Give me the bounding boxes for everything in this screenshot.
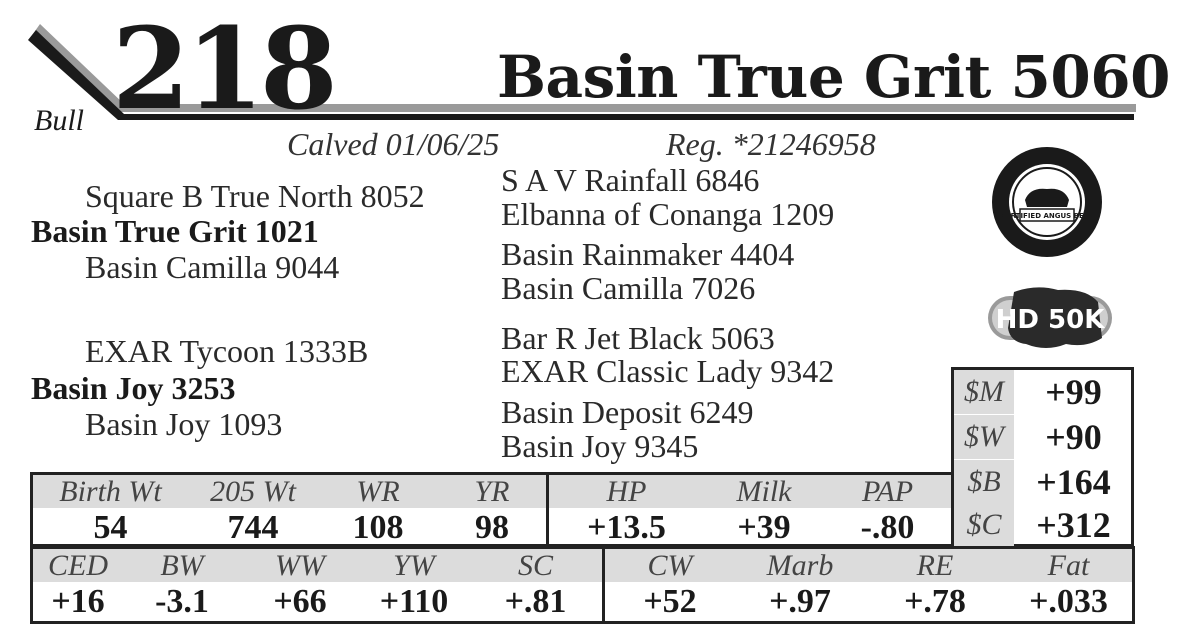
dollar-label: $B <box>954 460 1014 504</box>
sire-sire: Square B True North 8052 <box>85 178 425 214</box>
maternal-header: PAP <box>824 475 951 508</box>
growth-epd-value: -3.1 <box>155 583 209 620</box>
growth-epd-value: +.81 <box>504 583 567 620</box>
calved-date: Calved 01/06/25 <box>287 126 500 162</box>
sire-sire-dam: Elbanna of Conanga 1209 <box>501 196 835 232</box>
dam-dam: Basin Joy 1093 <box>85 406 283 442</box>
carcass-epd-header: RE <box>865 549 1005 582</box>
performance-table: Birth Wt 205 Wt WR YR 54 744 108 98 <box>33 475 546 548</box>
performance-header: WR <box>318 475 438 508</box>
carcass-epd-header: Fat <box>1005 549 1132 582</box>
sire-dam-sire: Basin Rainmaker 4404 <box>501 236 795 272</box>
dollar-label: $C <box>954 503 1014 547</box>
performance-header: YR <box>438 475 546 508</box>
dollar-label: $M <box>954 370 1014 414</box>
sire: Basin True Grit 1021 <box>31 213 319 249</box>
maternal-value: +13.5 <box>587 509 666 546</box>
growth-epd-header: CED <box>33 549 123 582</box>
performance-header: 205 Wt <box>188 475 318 508</box>
dollar-value: +90 <box>1045 417 1102 457</box>
maternal-value: -.80 <box>860 509 915 546</box>
animal-name: Basin True Grit 5060 <box>497 43 1170 111</box>
growth-epd-table: CED BW WW YW SC +16 -3.1 +66 +110 +.81 <box>33 549 602 622</box>
dollar-label: $W <box>954 415 1014 459</box>
dam-dam-sire: Basin Deposit 6249 <box>501 394 754 430</box>
dollar-row: $C +312 <box>954 503 1131 547</box>
dam-sire-dam: EXAR Classic Lady 9342 <box>501 353 835 389</box>
carcass-epd-value: +.97 <box>769 583 831 620</box>
dollar-row: $M +99 <box>954 370 1131 414</box>
sire-dam-dam: Basin Camilla 7026 <box>501 270 756 306</box>
growth-epd-header: BW <box>123 549 241 582</box>
performance-value: 54 <box>93 509 128 546</box>
dollar-value: +312 <box>1036 505 1111 545</box>
dam-dam-dam: Basin Joy 9345 <box>501 428 699 464</box>
dam: Basin Joy 3253 <box>31 370 236 406</box>
performance-table-frame <box>30 472 952 547</box>
sire-sire-sire: S A V Rainfall 6846 <box>501 162 760 198</box>
dam-sire-sire: Bar R Jet Black 5063 <box>501 320 775 356</box>
maternal-header: Milk <box>704 475 824 508</box>
lot-number: 218 <box>112 4 338 135</box>
hd50k-text: HD 50K <box>996 305 1106 335</box>
dollar-values-box: $M +99 $W +90 $B +164 $C +312 <box>951 367 1134 547</box>
maternal-value: +39 <box>737 509 791 546</box>
carcass-epd-value: +.78 <box>904 583 966 620</box>
hd50k-icon: HD 50K <box>988 287 1112 348</box>
growth-epd-value: +66 <box>273 583 327 620</box>
registration-number: Reg. *21246958 <box>666 126 876 162</box>
performance-value: 744 <box>227 509 279 546</box>
dollar-row: $B +164 <box>954 460 1131 504</box>
table-divider <box>602 546 605 624</box>
performance-value: 98 <box>475 509 509 546</box>
carcass-epd-header: Marb <box>735 549 865 582</box>
performance-value: 108 <box>352 509 404 546</box>
growth-epd-header: SC <box>469 549 602 582</box>
sire-dam: Basin Camilla 9044 <box>85 249 340 285</box>
performance-header: Birth Wt <box>33 475 188 508</box>
dollar-value: +164 <box>1036 462 1111 502</box>
certified-angus-beef-icon: CERTIFIED ANGUS BEEF <box>992 147 1102 257</box>
carcass-epd-header: CW <box>605 549 735 582</box>
dollar-row: $W +90 <box>954 415 1131 459</box>
dam-sire: EXAR Tycoon 1333B <box>85 333 369 369</box>
certified-badge-text: CERTIFIED ANGUS BEEF <box>1001 212 1094 220</box>
sex-label: Bull <box>34 104 84 137</box>
table-divider <box>546 472 549 547</box>
growth-epd-header: YW <box>359 549 469 582</box>
maternal-table: HP Milk PAP +13.5 +39 -.80 <box>549 475 951 548</box>
carcass-epd-table: CW Marb RE Fat +52 +.97 +.78 +.033 <box>605 549 1132 622</box>
carcass-epd-value: +52 <box>643 583 697 620</box>
growth-epd-value: +16 <box>51 583 105 620</box>
maternal-header: HP <box>549 475 704 508</box>
growth-epd-value: +110 <box>379 583 449 620</box>
carcass-epd-value: +.033 <box>1029 583 1108 620</box>
epd-table-frame <box>30 546 1135 624</box>
growth-epd-header: WW <box>241 549 359 582</box>
dollar-value: +99 <box>1045 372 1102 412</box>
